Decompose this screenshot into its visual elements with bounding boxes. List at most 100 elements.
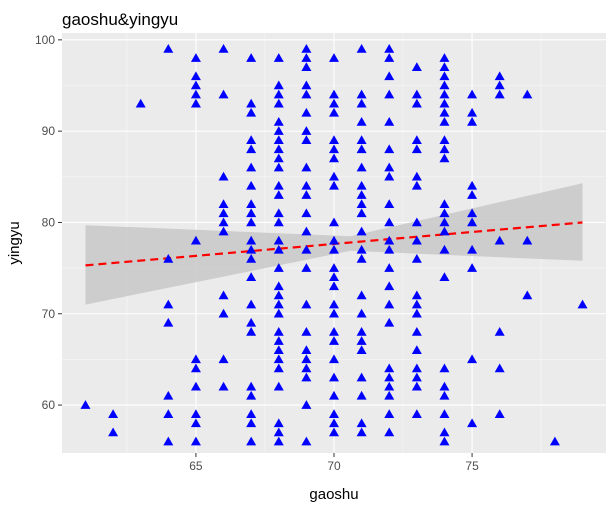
data-point — [273, 144, 284, 154]
data-point — [411, 345, 422, 355]
data-point — [577, 299, 588, 309]
data-point — [301, 345, 312, 355]
data-point — [439, 71, 450, 81]
data-point — [246, 381, 257, 391]
data-point — [246, 217, 257, 227]
data-point — [329, 409, 339, 418]
data-point — [356, 43, 367, 53]
data-point — [329, 390, 339, 400]
data-point — [301, 354, 312, 364]
x-tick-label: 75 — [465, 459, 479, 473]
data-point — [246, 107, 257, 117]
data-point — [467, 208, 478, 218]
data-point — [218, 171, 229, 181]
data-point — [384, 372, 395, 382]
data-points — [80, 43, 588, 446]
data-point — [190, 89, 201, 99]
data-point — [329, 263, 339, 272]
data-point — [439, 436, 450, 446]
data-point — [246, 235, 257, 245]
data-point — [494, 327, 505, 336]
data-point — [301, 180, 312, 190]
data-point — [329, 299, 339, 309]
data-point — [384, 317, 395, 327]
data-point — [301, 135, 312, 145]
x-tick-label: 65 — [189, 459, 203, 473]
data-point — [384, 244, 395, 254]
data-point — [384, 89, 395, 99]
data-point — [329, 372, 339, 382]
data-point — [273, 53, 284, 62]
data-point — [494, 71, 505, 81]
data-point — [439, 199, 450, 208]
y-tick-label: 60 — [42, 398, 56, 412]
data-point — [301, 327, 312, 336]
data-point — [218, 43, 229, 53]
data-point — [273, 281, 284, 291]
data-point — [439, 107, 450, 117]
data-point — [273, 217, 284, 227]
data-point — [467, 418, 478, 428]
data-point — [329, 308, 339, 318]
data-point — [273, 345, 284, 355]
data-point — [522, 290, 533, 300]
data-point — [301, 436, 312, 446]
data-point — [246, 208, 257, 218]
data-point — [163, 43, 174, 53]
data-point — [246, 180, 257, 190]
data-point — [356, 135, 367, 145]
data-point — [384, 199, 395, 208]
data-point — [246, 244, 257, 254]
data-point — [246, 390, 257, 400]
data-point — [218, 226, 229, 236]
data-point — [246, 409, 257, 418]
data-point — [329, 98, 339, 108]
data-point — [301, 126, 312, 135]
data-point — [356, 308, 367, 318]
data-point — [301, 400, 312, 409]
data-point — [163, 299, 174, 309]
data-point — [163, 436, 174, 446]
data-point — [273, 308, 284, 318]
data-point — [384, 235, 395, 245]
data-point — [356, 327, 367, 336]
data-point — [467, 190, 478, 199]
data-point — [467, 263, 478, 272]
data-point — [301, 107, 312, 117]
data-point — [494, 89, 505, 99]
data-point — [329, 180, 339, 190]
data-point — [108, 427, 119, 437]
data-point — [163, 253, 174, 263]
data-point — [190, 418, 201, 428]
data-point — [384, 171, 395, 181]
data-point — [329, 89, 339, 99]
data-point — [356, 336, 367, 345]
data-point — [329, 171, 339, 181]
data-point — [273, 299, 284, 309]
data-point — [356, 290, 367, 300]
data-point — [273, 89, 284, 99]
data-point — [356, 253, 367, 263]
data-point — [356, 345, 367, 355]
data-point — [356, 427, 367, 437]
data-point — [439, 272, 450, 281]
data-point — [439, 381, 450, 391]
data-point — [411, 327, 422, 336]
data-point — [301, 62, 312, 71]
data-point — [218, 208, 229, 218]
data-point — [356, 244, 367, 254]
data-point — [384, 43, 395, 53]
data-point — [218, 354, 229, 364]
data-point — [384, 263, 395, 272]
data-point — [329, 244, 339, 254]
data-point — [246, 199, 257, 208]
data-point — [246, 135, 257, 145]
data-point — [218, 217, 229, 227]
data-point — [301, 363, 312, 373]
data-point — [273, 80, 284, 90]
data-point — [411, 372, 422, 382]
data-point — [439, 135, 450, 145]
data-point — [411, 62, 422, 71]
data-point — [329, 235, 339, 245]
data-point — [273, 290, 284, 300]
